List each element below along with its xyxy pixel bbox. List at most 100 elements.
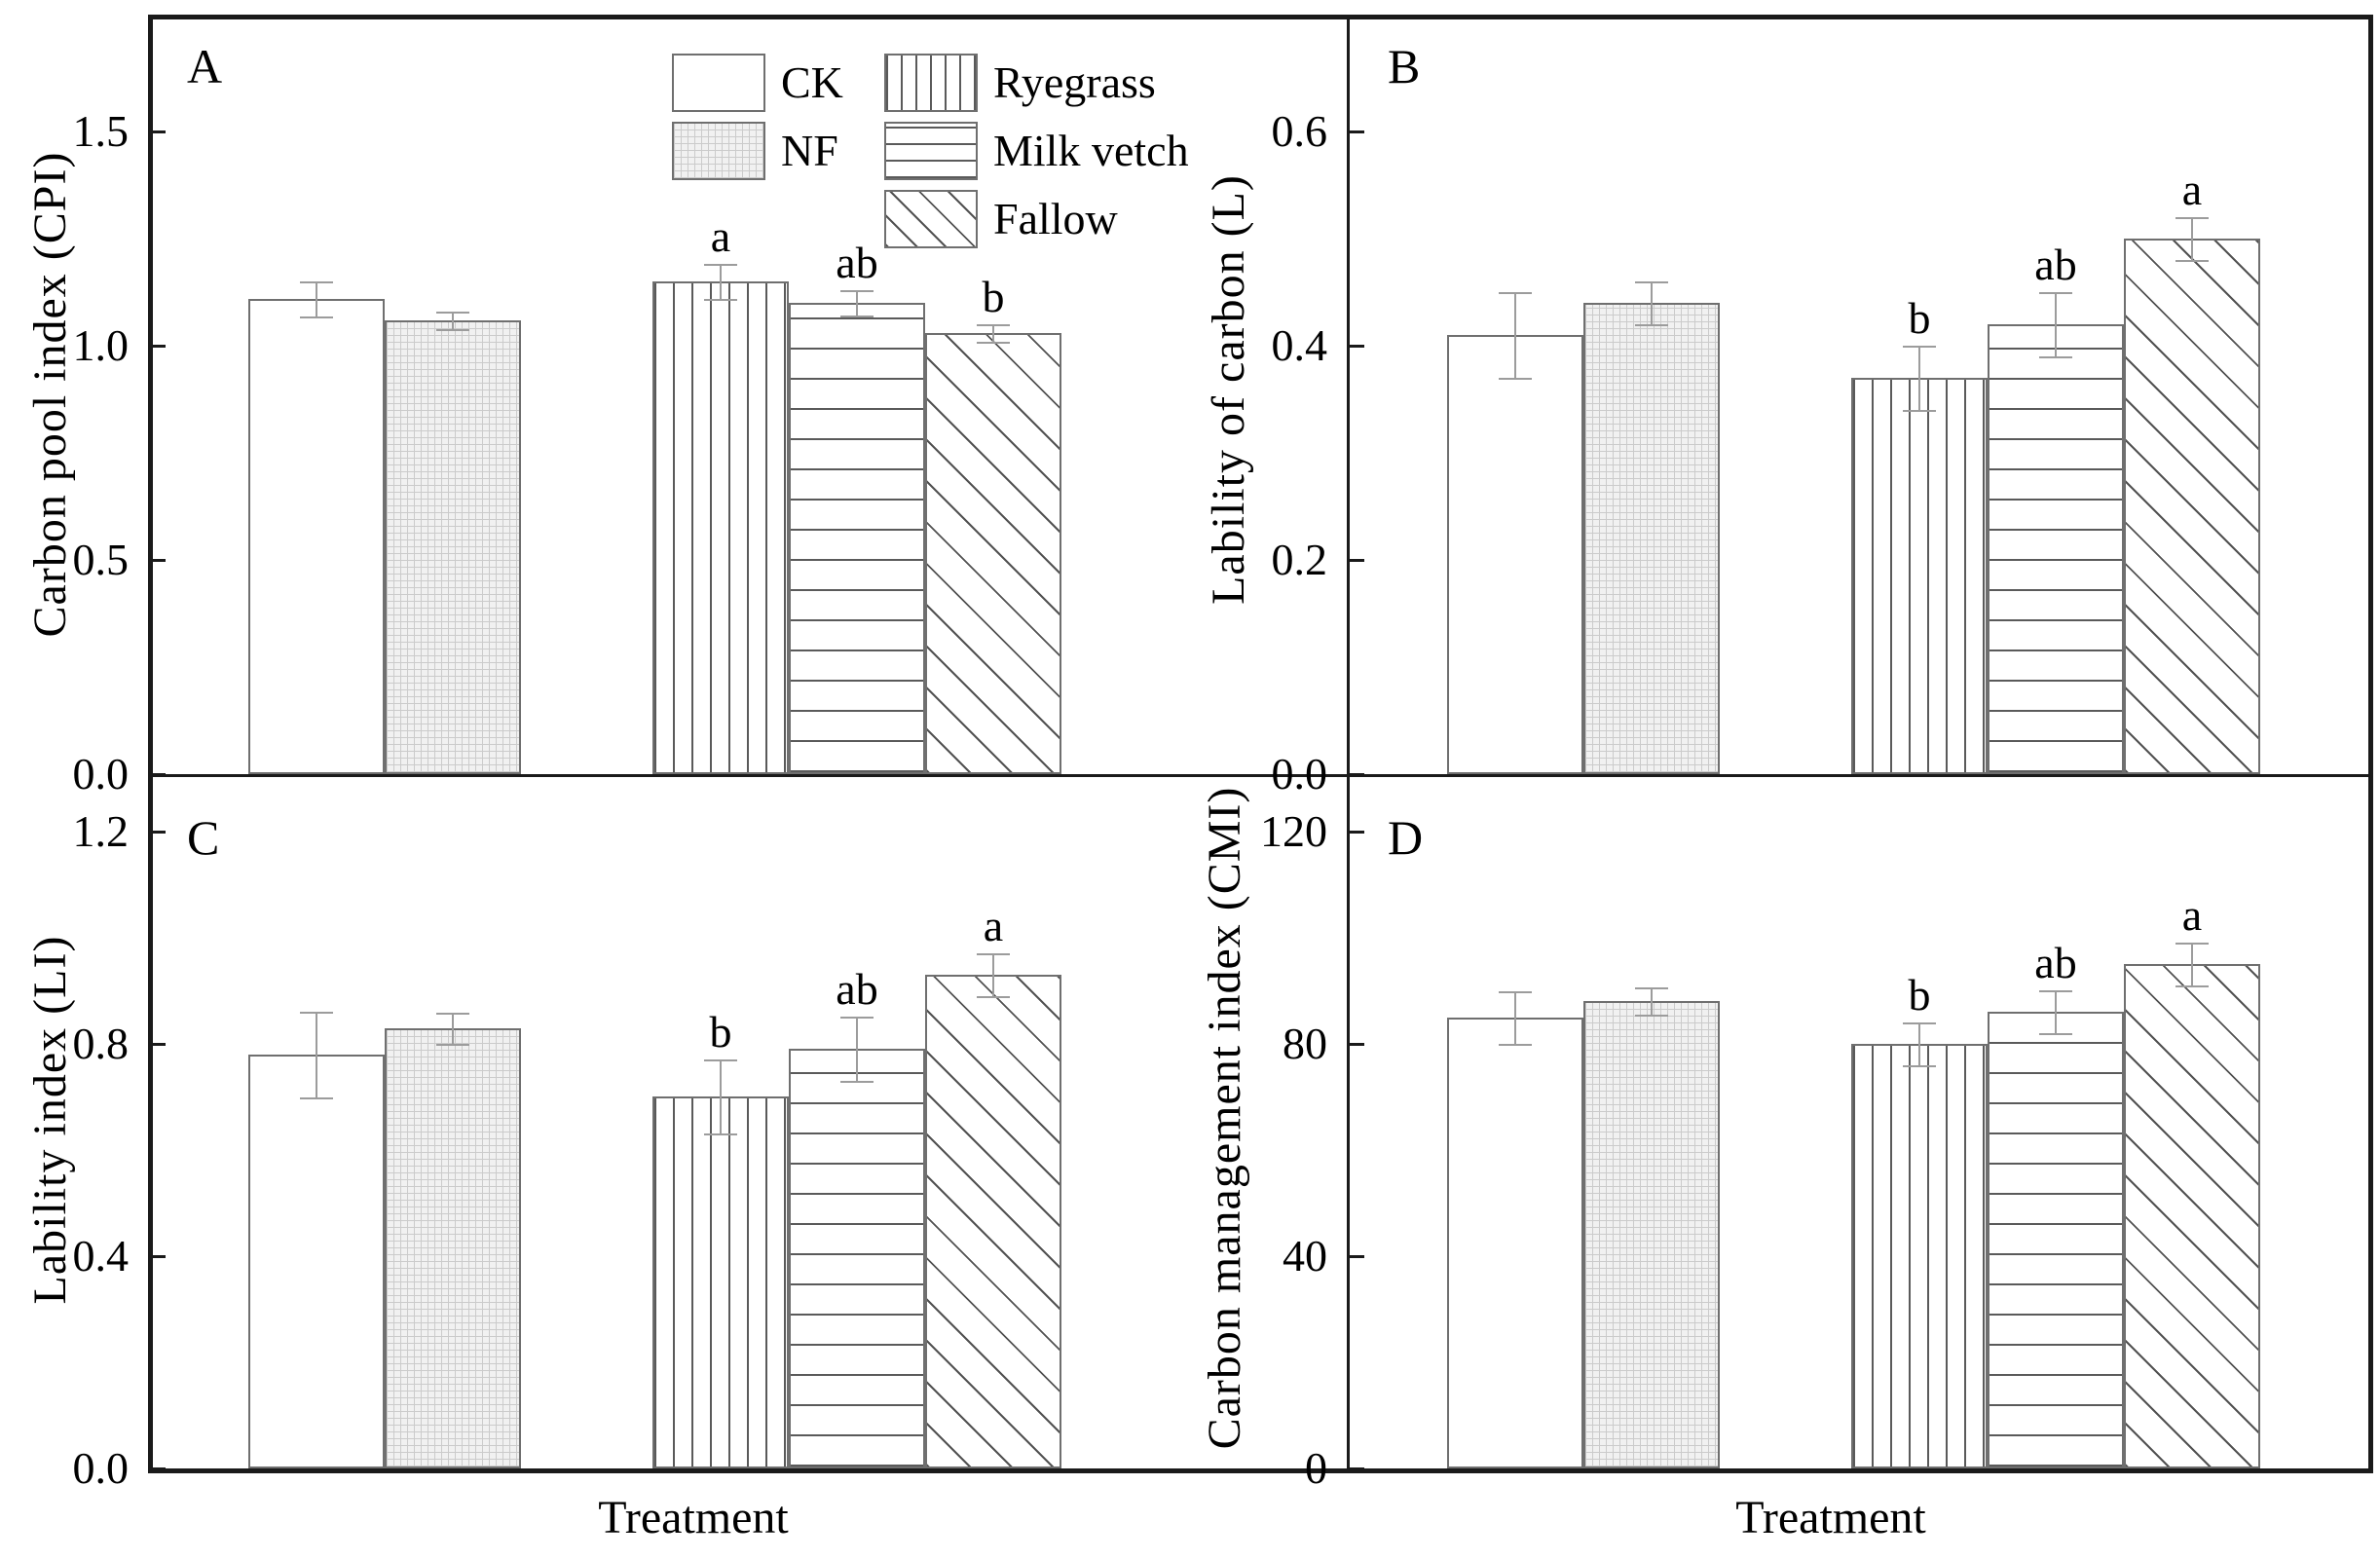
bar-a-fallow	[925, 333, 1061, 774]
error-bar-line	[1918, 346, 1920, 410]
frame-top-border	[148, 15, 2368, 19]
error-bar-line	[992, 953, 994, 996]
bar-b-fallow	[2124, 239, 2260, 774]
significance-letter-a-milk-vetch: ab	[836, 238, 878, 287]
error-bar-cap-bottom	[1635, 1015, 1668, 1017]
bar-a-ck	[248, 299, 385, 774]
y-tick-label: 1.2	[72, 806, 130, 856]
error-bar-line	[316, 281, 317, 316]
error-bar-line	[720, 1059, 722, 1133]
error-bar-cap-top	[1635, 987, 1668, 989]
significance-letter-c-fallow: a	[983, 901, 1004, 950]
legend-label-ryegrass: Ryegrass	[993, 57, 1156, 107]
error-bar-cap-bottom	[436, 1044, 469, 1046]
y-tick-mark	[148, 345, 166, 348]
y-tick-mark	[148, 1255, 166, 1258]
significance-letter-a-ryegrass: a	[710, 211, 731, 261]
legend-swatch-ck	[672, 54, 765, 112]
y-tick-mark	[1347, 1467, 1364, 1470]
y-tick-label: 0.8	[72, 1019, 130, 1068]
error-bar-cap-bottom	[1499, 1044, 1532, 1046]
frame-right-border	[2368, 15, 2373, 1473]
y-tick-label: 0.6	[1271, 106, 1328, 156]
y-tick-label: 0.0	[1271, 749, 1328, 798]
y-axis-title-c: Lability index (LI)	[24, 935, 76, 1305]
legend-swatch-nf	[672, 122, 765, 180]
error-bar-cap-bottom	[977, 342, 1010, 344]
error-bar-cap-top	[977, 953, 1010, 955]
significance-letter-d-fallow: a	[2181, 890, 2203, 940]
error-bar-cap-bottom	[2039, 1033, 2072, 1035]
legend-label-nf: NF	[781, 126, 838, 175]
bar-d-milk-vetch	[1988, 1012, 2124, 1468]
error-bar-cap-bottom	[436, 329, 469, 331]
error-bar-cap-bottom	[300, 1097, 333, 1099]
y-tick-label: 80	[1283, 1019, 1327, 1068]
error-bar-line	[452, 1013, 454, 1044]
error-bar-cap-bottom	[840, 316, 874, 317]
error-bar-cap-top	[977, 324, 1010, 326]
error-bar-line	[2055, 990, 2057, 1033]
y-tick-label: 0.4	[1271, 320, 1328, 370]
error-bar-cap-bottom	[704, 1133, 737, 1135]
error-bar-cap-top	[2039, 990, 2072, 992]
bar-c-milk-vetch	[789, 1049, 925, 1468]
panel-letter-d: D	[1388, 810, 1424, 865]
error-bar-line	[2055, 292, 2057, 356]
y-tick-label: 0.5	[72, 535, 130, 584]
y-tick-mark	[148, 130, 166, 133]
y-tick-mark	[1347, 130, 1364, 133]
frame-left-axis	[148, 15, 153, 1468]
significance-letter-d-milk-vetch: ab	[2034, 938, 2077, 987]
error-bar-cap-top	[2175, 943, 2209, 945]
significance-letter-b-ryegrass: b	[1908, 293, 1931, 343]
y-tick-label: 0	[1305, 1443, 1327, 1493]
x-axis-title-left: Treatment	[598, 1492, 789, 1543]
error-bar-cap-bottom	[977, 996, 1010, 998]
bar-c-ryegrass	[652, 1096, 789, 1468]
error-bar-cap-top	[1499, 292, 1532, 294]
error-bar-cap-bottom	[1635, 324, 1668, 326]
error-bar-cap-top	[436, 312, 469, 314]
y-tick-mark	[148, 831, 166, 834]
error-bar-cap-top	[1903, 1022, 1936, 1024]
error-bar-cap-top	[2175, 217, 2209, 219]
y-tick-mark	[1347, 831, 1364, 834]
frame-middle-horizontal-divider	[148, 774, 2368, 777]
significance-letter-b-milk-vetch: ab	[2034, 240, 2077, 289]
y-tick-label: 0.0	[72, 1443, 130, 1493]
significance-letter-c-milk-vetch: ab	[836, 964, 878, 1014]
error-bar-cap-bottom	[840, 1081, 874, 1083]
error-bar-cap-bottom	[300, 316, 333, 318]
error-bar-line	[1651, 281, 1653, 324]
panel-letter-c: C	[187, 810, 220, 865]
error-bar-cap-bottom	[1499, 378, 1532, 380]
bar-b-nf	[1583, 303, 1720, 774]
error-bar-cap-top	[300, 1012, 333, 1014]
error-bar-cap-bottom	[2039, 356, 2072, 358]
error-bar-line	[1514, 991, 1516, 1044]
y-tick-label: 1.0	[72, 320, 130, 370]
y-tick-mark	[148, 1467, 166, 1470]
significance-letter-a-fallow: b	[982, 272, 1005, 321]
error-bar-cap-top	[840, 290, 874, 292]
legend-label-fallow: Fallow	[993, 194, 1118, 243]
y-tick-label: 0.2	[1271, 535, 1328, 584]
error-bar-line	[2191, 943, 2193, 985]
significance-letter-d-ryegrass: b	[1908, 970, 1931, 1020]
y-tick-mark	[1347, 345, 1364, 348]
error-bar-cap-top	[2039, 292, 2072, 294]
y-axis-title-b: Lability of carbon (L)	[1203, 174, 1254, 605]
bar-d-fallow	[2124, 964, 2260, 1468]
frame-middle-vertical-axis	[1347, 15, 1350, 1468]
error-bar-line	[856, 1017, 858, 1081]
bar-d-ryegrass	[1851, 1044, 1988, 1468]
error-bar-line	[1651, 987, 1653, 1015]
bar-b-ck	[1447, 335, 1583, 774]
bar-d-ck	[1447, 1018, 1583, 1468]
error-bar-line	[452, 312, 454, 329]
significance-letter-b-fallow: a	[2181, 165, 2203, 214]
error-bar-cap-top	[704, 264, 737, 266]
bar-a-nf	[385, 320, 521, 774]
error-bar-line	[1918, 1022, 1920, 1065]
